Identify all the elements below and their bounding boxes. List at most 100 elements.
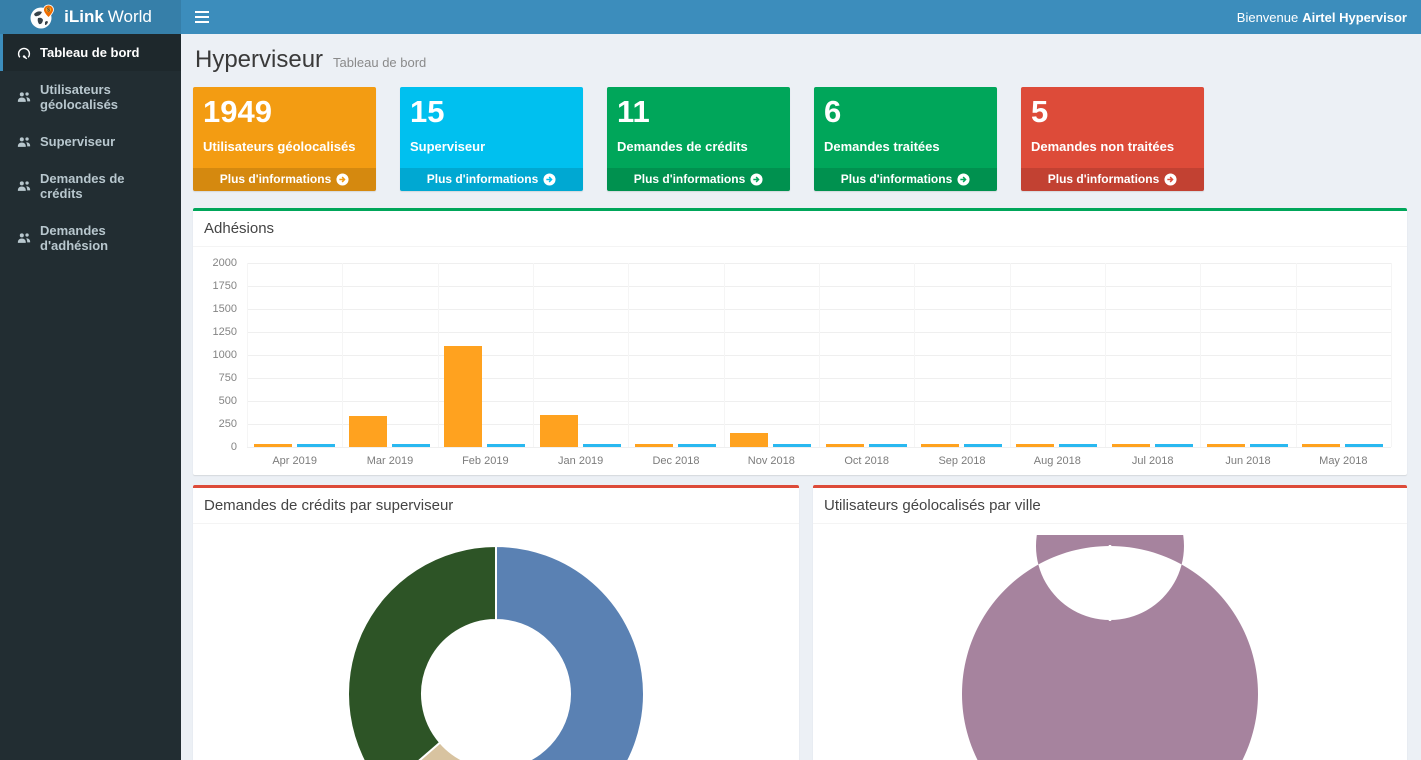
bar-series-2	[487, 444, 526, 447]
bar-series-2	[1345, 444, 1384, 447]
stat-value: 1949	[203, 94, 272, 129]
x-axis-tick-label: Oct 2018	[844, 455, 889, 467]
bar-series-1	[1207, 444, 1246, 447]
more-info-link[interactable]: Plus d'informations	[400, 168, 583, 191]
gridline-v	[819, 263, 820, 447]
stat-label: Superviseur	[410, 138, 486, 154]
doughnut-svg	[961, 535, 1258, 760]
x-axis-tick-label: Sep 2018	[938, 455, 986, 467]
stat-value: 6	[824, 94, 842, 129]
more-info-link[interactable]: Plus d'informations	[607, 168, 790, 191]
stat-value: 15	[410, 94, 445, 129]
donut-slice-2	[347, 544, 497, 760]
x-axis-tick-label: Jun 2018	[1225, 455, 1271, 467]
stat-card-demandes-non-traitees: 5 Demandes non traitées Plus d'informati…	[1021, 87, 1204, 191]
sidebar-item-utilisateurs-geolocalises[interactable]: Utilisateurs géolocalisés	[0, 71, 181, 123]
gridline-v	[628, 263, 630, 447]
bar-series-1	[539, 414, 578, 447]
bar-series-1	[349, 415, 388, 447]
gridline-v	[1295, 263, 1297, 447]
y-axis-tick-label: 1500	[212, 303, 237, 315]
sidebar-toggle-button[interactable]	[181, 0, 223, 34]
utilisateurs-par-ville-box: Utilisateurs géolocalisés par ville	[813, 485, 1407, 760]
users-icon	[17, 90, 31, 104]
donut-box-title: Utilisateurs géolocalisés par ville	[813, 488, 1407, 524]
gridline-v	[247, 263, 248, 447]
y-axis-tick-label: 1250	[212, 326, 237, 338]
arrow-circle-right-icon	[336, 172, 349, 186]
more-info-link[interactable]: Plus d'informations	[193, 168, 376, 191]
welcome-prefix: Bienvenue	[1236, 9, 1299, 25]
gridline-v	[437, 263, 439, 447]
stat-card-utilisateurs: 1949 Utilisateurs géolocalisés Plus d'in…	[193, 87, 376, 191]
users-icon	[17, 179, 31, 193]
sidebar-item-label: Utilisateurs géolocalisés	[40, 82, 119, 112]
bar-plot	[247, 263, 1392, 448]
svg-text:$: $	[47, 8, 50, 14]
stat-card-superviseur: 15 Superviseur Plus d'informations	[400, 87, 583, 191]
y-axis-tick-label: 2000	[212, 257, 237, 269]
adhesions-bar-chart: 0 250 500 750 1000 1250 1500 1750 2000 Apr 2019 M…	[199, 247, 1401, 475]
x-axis-tick-label: May 2018	[1319, 455, 1368, 467]
sidebar-item-tableau-de-bord[interactable]: Tableau de bord	[0, 34, 181, 71]
credits-donut-chart	[193, 524, 799, 760]
y-axis-tick-label: 1750	[212, 280, 237, 292]
sidebar: Tableau de bord Utilisateurs géolocalisé…	[0, 34, 181, 760]
y-axis-tick-label: 500	[218, 395, 237, 407]
main-content: Hyperviseur Tableau de bord 1949 Utilisa…	[181, 34, 1421, 760]
credits-par-superviseur-box: Demandes de crédits par superviseur	[193, 485, 799, 760]
y-axis-tick-label: 1000	[212, 349, 237, 361]
users-icon	[17, 135, 31, 149]
users-icon	[17, 231, 31, 245]
arrow-circle-right-icon	[1164, 172, 1177, 186]
stat-value: 11	[617, 94, 650, 129]
y-axis-tick-label: 0	[230, 441, 237, 453]
bottom-charts-row: Demandes de crédits par superviseur Util…	[193, 485, 1407, 760]
more-info-label: Plus d'informations	[219, 172, 332, 186]
sidebar-item-superviseur[interactable]: Superviseur	[0, 123, 181, 160]
globe-pin-logo-icon: $	[29, 4, 55, 30]
donut-slice-0	[495, 544, 645, 760]
gridline-v	[533, 263, 534, 447]
x-axis-tick-label: Dec 2018	[652, 455, 700, 467]
page-title: Hyperviseur	[195, 46, 324, 73]
stat-card-body: 6 Demandes traitées	[814, 87, 997, 168]
gridline-v	[1105, 263, 1106, 447]
more-info-link[interactable]: Plus d'informations	[814, 168, 997, 191]
brand-text: iLink World	[64, 7, 152, 27]
donut-box-title: Demandes de crédits par superviseur	[193, 488, 799, 524]
bar-series-1	[1111, 444, 1150, 447]
y-axis-tick-label: 250	[218, 418, 237, 430]
stat-value: 5	[1031, 94, 1049, 129]
more-info-label: Plus d'informations	[426, 172, 539, 186]
stat-label: Demandes traitées	[824, 138, 940, 154]
sidebar-item-demandes-adhesion[interactable]: Demandes d'adhésion	[0, 212, 181, 264]
x-axis-tick-label: Jan 2019	[558, 455, 604, 467]
x-axis-tick-label: Feb 2019	[462, 455, 509, 467]
stat-label: Utilisateurs géolocalisés	[203, 138, 356, 154]
bar-series-1	[730, 433, 769, 447]
sidebar-item-demandes-de-credits[interactable]: Demandes de crédits	[0, 160, 181, 212]
more-info-link[interactable]: Plus d'informations	[1021, 168, 1204, 191]
arrow-circle-right-icon	[957, 172, 970, 186]
brand-bold: iLink	[64, 7, 104, 26]
stat-card-body: 11 Demandes de crédits	[607, 87, 790, 168]
arrow-circle-right-icon	[750, 172, 763, 186]
gridline-v	[914, 263, 916, 447]
bar-series-1	[253, 444, 292, 447]
ville-donut-chart	[813, 524, 1407, 760]
bar-series-2	[296, 444, 335, 447]
sidebar-menu: Tableau de bord Utilisateurs géolocalisé…	[0, 34, 181, 264]
bar-series-1	[1016, 444, 1055, 447]
gridline-v	[1200, 263, 1202, 447]
stat-card-body: 15 Superviseur	[400, 87, 583, 168]
breadcrumb: Tableau de bord	[333, 55, 427, 70]
more-info-label: Plus d'informations	[840, 172, 953, 186]
gridline-v	[1391, 263, 1392, 447]
bar-series-1	[635, 444, 674, 447]
stat-label: Demandes non traitées	[1031, 138, 1175, 154]
doughnut-svg	[347, 544, 645, 760]
brand-logo[interactable]: $ iLink World	[0, 0, 181, 34]
sidebar-item-label: Superviseur	[40, 134, 116, 149]
donut-slice-1	[418, 741, 465, 760]
